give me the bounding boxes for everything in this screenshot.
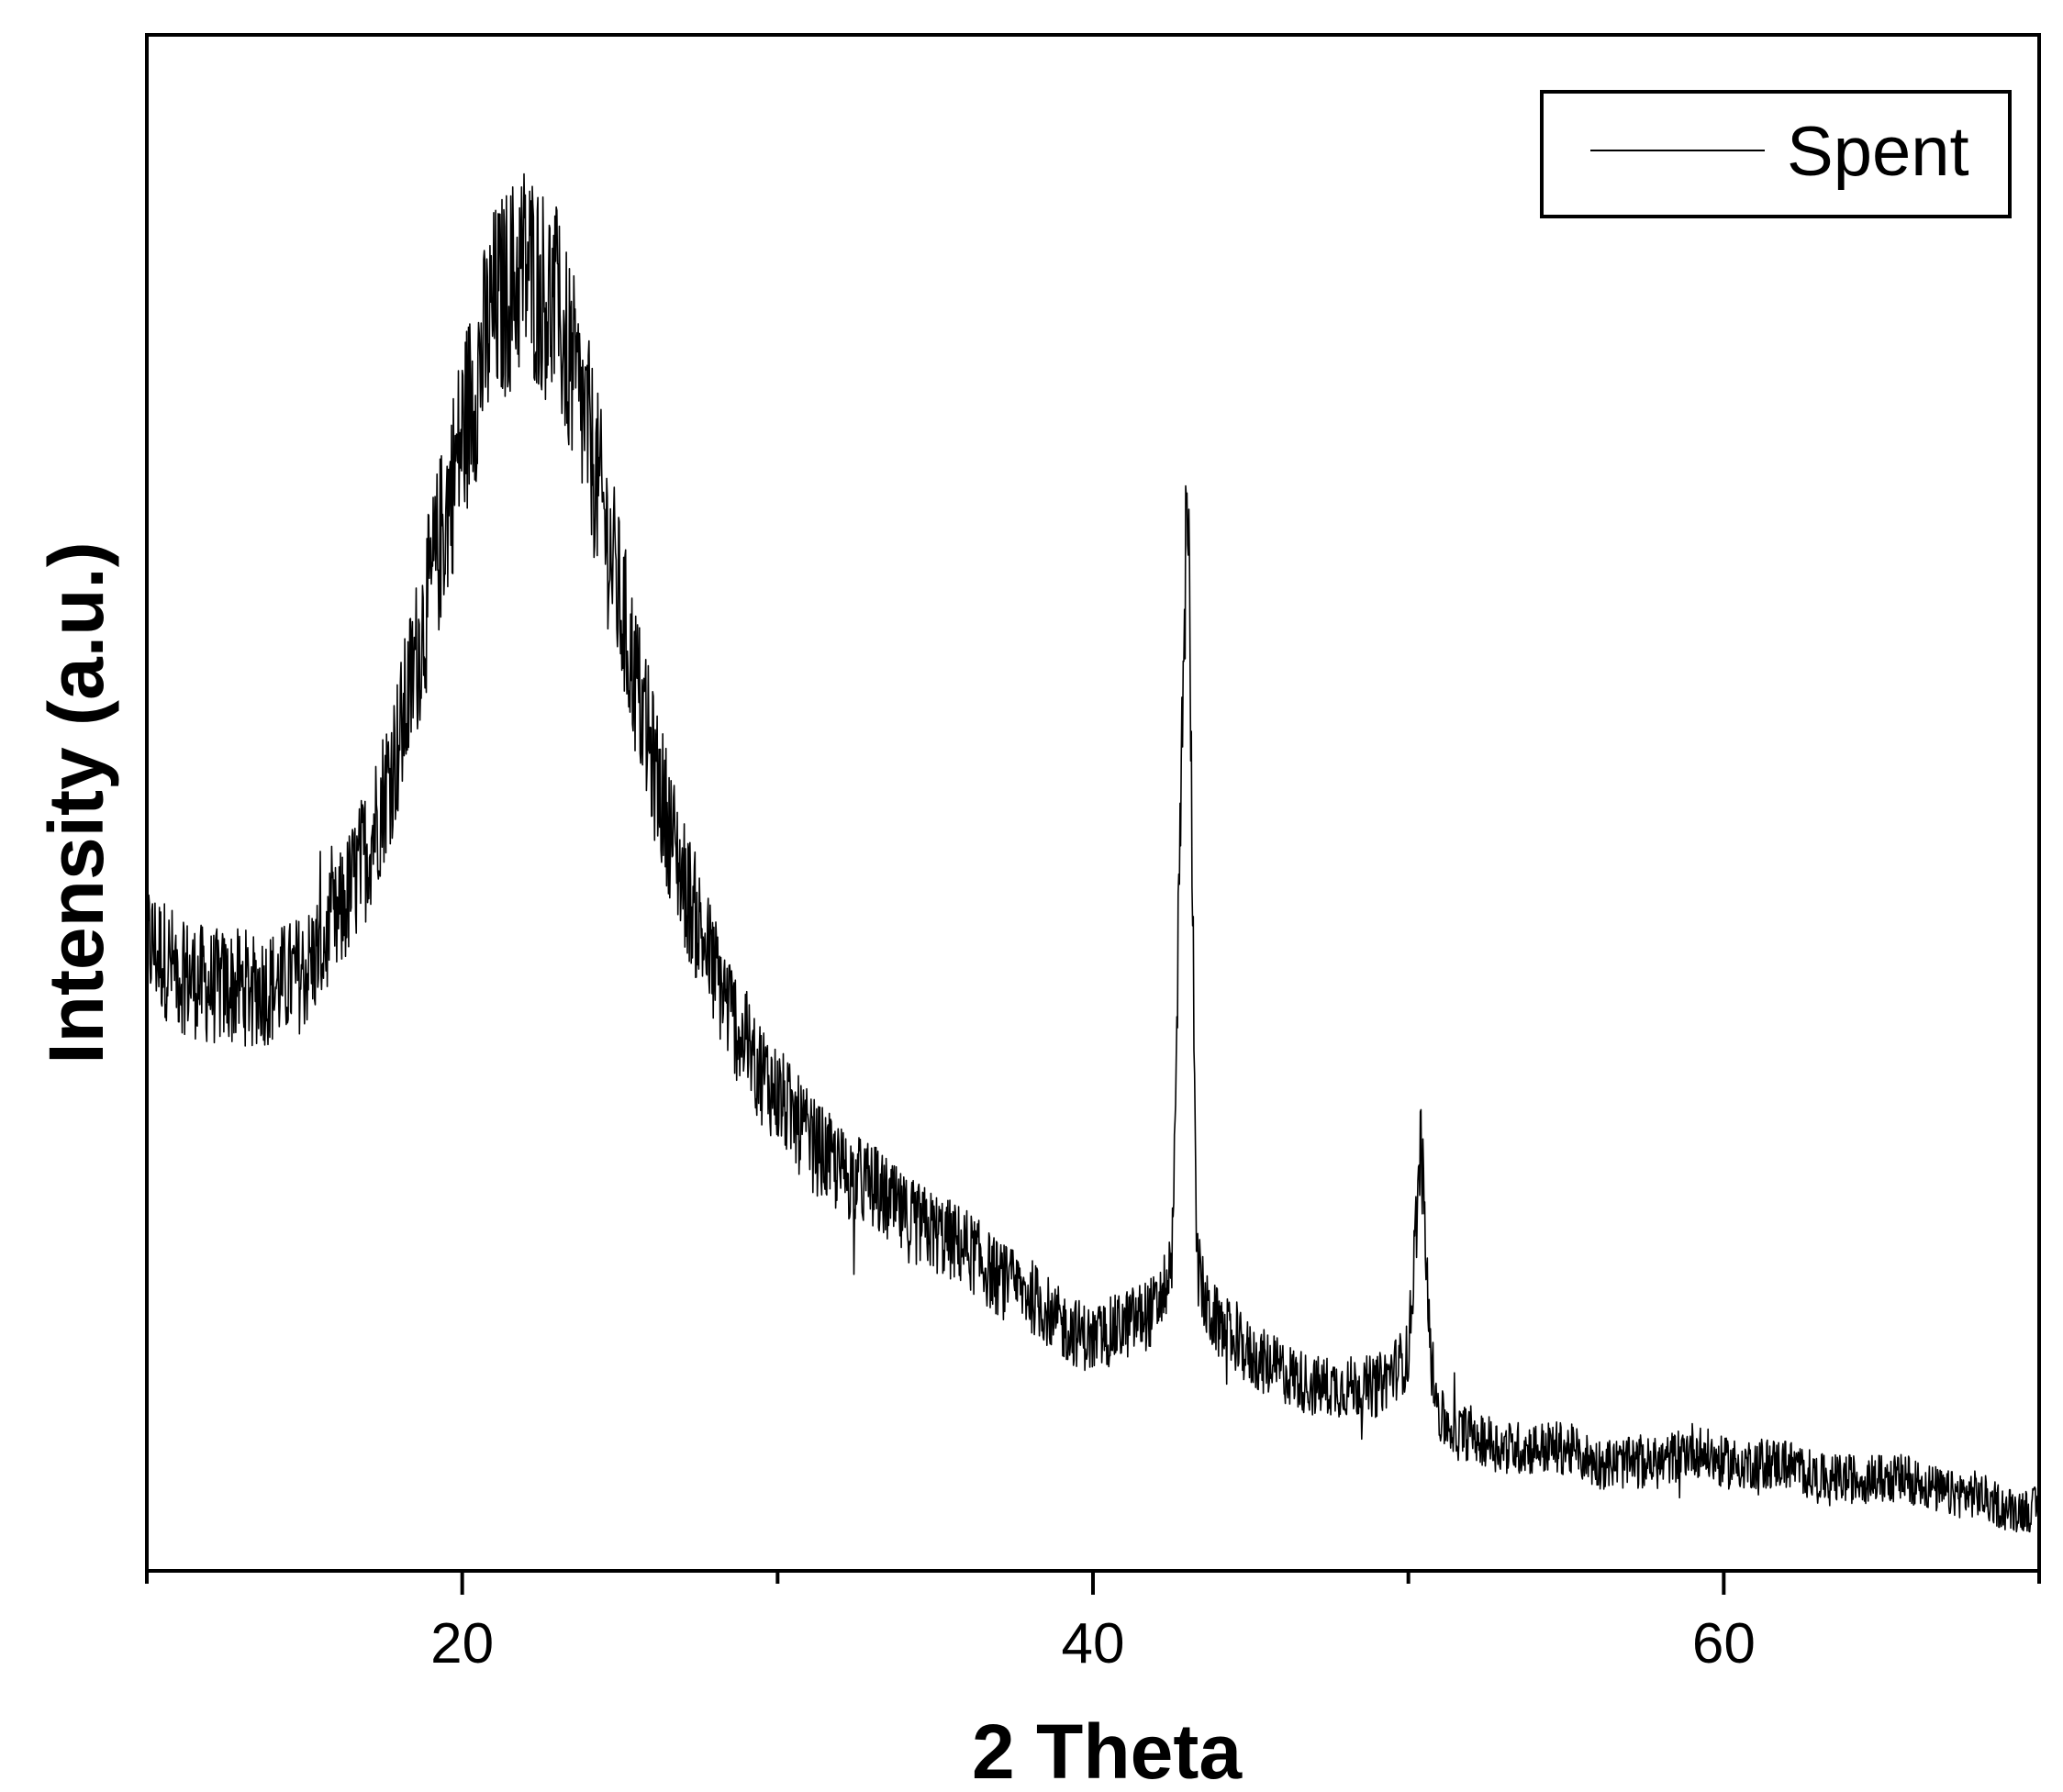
legend-box: [1540, 90, 2012, 218]
series-layer: [146, 173, 2040, 1533]
legend-label-spent: Spent: [1787, 113, 1969, 191]
x-axis: 20 40 60: [145, 1571, 2041, 1675]
x-tick-label: 60: [1692, 1612, 1756, 1675]
series-line-spent: [146, 173, 2040, 1533]
x-axis-title: 2 Theta: [972, 1709, 1243, 1792]
x-tick-label: 40: [1062, 1612, 1125, 1675]
y-axis-title: Intensity (a.u.): [33, 541, 119, 1063]
legend: Spent: [1540, 90, 2012, 218]
x-tick-label: 20: [430, 1612, 494, 1675]
